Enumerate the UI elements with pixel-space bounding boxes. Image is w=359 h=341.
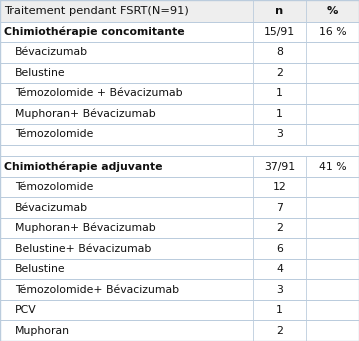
Text: 3: 3 bbox=[276, 130, 283, 139]
Text: 41 %: 41 % bbox=[319, 162, 346, 172]
Text: Belustine+ Bévacizumab: Belustine+ Bévacizumab bbox=[15, 244, 151, 254]
Text: 2: 2 bbox=[276, 223, 283, 233]
Bar bbox=[0, 83, 359, 104]
Bar bbox=[0, 279, 359, 300]
Bar bbox=[0, 177, 359, 197]
Bar bbox=[0, 300, 359, 321]
Text: 16 %: 16 % bbox=[319, 27, 346, 37]
Text: 15/91: 15/91 bbox=[264, 27, 295, 37]
Text: 8: 8 bbox=[276, 47, 283, 57]
Text: Belustine: Belustine bbox=[15, 68, 66, 78]
Bar bbox=[0, 124, 359, 145]
Bar bbox=[0, 321, 359, 341]
Text: Témozolomide + Bévacizumab: Témozolomide + Bévacizumab bbox=[15, 88, 183, 98]
Text: Bévacizumab: Bévacizumab bbox=[15, 47, 88, 57]
Text: n: n bbox=[275, 6, 284, 16]
Text: 6: 6 bbox=[276, 244, 283, 254]
Text: Muphoran: Muphoran bbox=[15, 326, 70, 336]
Text: 3: 3 bbox=[276, 285, 283, 295]
Text: %: % bbox=[327, 6, 338, 16]
Bar bbox=[0, 104, 359, 124]
Text: 2: 2 bbox=[276, 326, 283, 336]
Text: Muphoran+ Bévacizumab: Muphoran+ Bévacizumab bbox=[15, 109, 156, 119]
Bar bbox=[0, 63, 359, 83]
Text: 1: 1 bbox=[276, 88, 283, 98]
Text: 7: 7 bbox=[276, 203, 283, 212]
Bar bbox=[0, 145, 359, 156]
Text: 37/91: 37/91 bbox=[264, 162, 295, 172]
Text: 1: 1 bbox=[276, 305, 283, 315]
Text: Chimiothérapie concomitante: Chimiothérapie concomitante bbox=[4, 27, 185, 37]
Bar bbox=[0, 238, 359, 259]
Text: 2: 2 bbox=[276, 68, 283, 78]
Bar bbox=[0, 42, 359, 63]
Text: 4: 4 bbox=[276, 264, 283, 274]
Bar bbox=[0, 218, 359, 238]
Bar bbox=[0, 0, 359, 21]
Text: Bévacizumab: Bévacizumab bbox=[15, 203, 88, 212]
Bar bbox=[0, 197, 359, 218]
Text: Témozolomide+ Bévacizumab: Témozolomide+ Bévacizumab bbox=[15, 285, 179, 295]
Text: Témozolomide: Témozolomide bbox=[15, 182, 93, 192]
Text: Traitement pendant FSRT(N=91): Traitement pendant FSRT(N=91) bbox=[4, 6, 189, 16]
Text: Chimiothérapie adjuvante: Chimiothérapie adjuvante bbox=[4, 161, 163, 172]
Text: 1: 1 bbox=[276, 109, 283, 119]
Text: 12: 12 bbox=[272, 182, 286, 192]
Text: PCV: PCV bbox=[15, 305, 37, 315]
Bar bbox=[0, 21, 359, 42]
Bar bbox=[0, 156, 359, 177]
Bar bbox=[0, 259, 359, 279]
Text: Belustine: Belustine bbox=[15, 264, 66, 274]
Text: Muphoran+ Bévacizumab: Muphoran+ Bévacizumab bbox=[15, 223, 156, 233]
Text: Témozolomide: Témozolomide bbox=[15, 130, 93, 139]
